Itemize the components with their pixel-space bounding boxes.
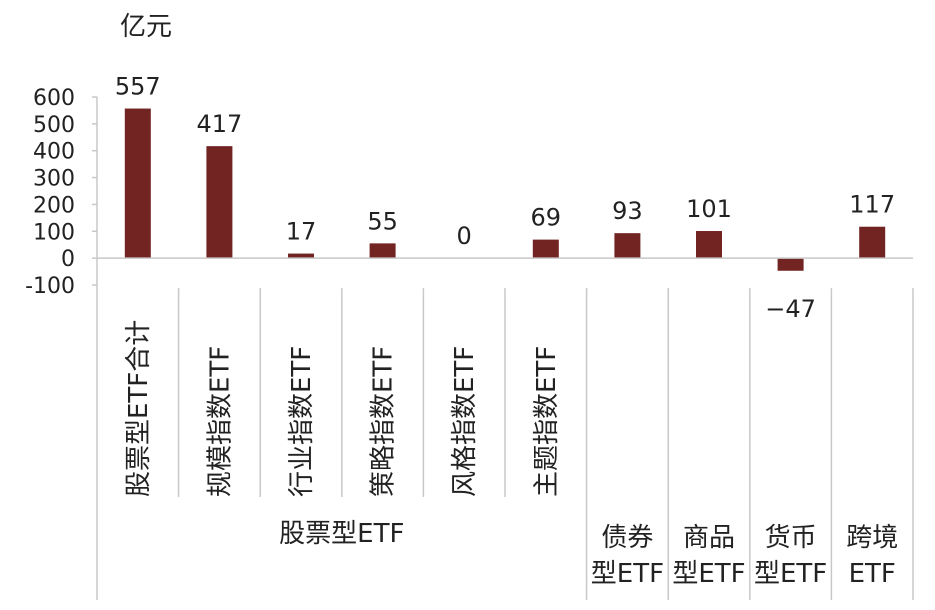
bar [369,243,396,259]
bar [124,108,151,259]
unit-label: 亿元 [120,12,172,42]
bar [614,233,641,259]
data-label: 55 [367,207,398,235]
data-label: −47 [765,295,816,323]
group-label: 股票型ETF [279,519,404,549]
bar [777,258,804,271]
y-tick-label: 500 [33,113,75,138]
x-axis: 股票型ETF合计 规模指数ETF 行业指数ETF 策略指数ETF 风格指数ETF 主题指数… [97,257,914,600]
group-label: 型ETF [672,559,745,589]
group-label: 跨境 [846,523,898,553]
y-tick-label: 400 [33,140,75,165]
group-label: ETF [849,559,896,589]
category-label: 行业指数ETF [287,346,317,497]
y-tick-label: -100 [25,274,75,299]
group-label: 货币 [765,523,817,553]
bar [288,253,314,259]
category-label: 策略指数ETF [369,346,399,497]
data-label: 69 [531,204,562,232]
y-tick-label: 600 [33,86,75,111]
data-label: 0 [457,222,472,250]
bars [124,108,886,271]
y-tick-label: 100 [33,220,75,245]
group-label: 债券 [601,523,653,553]
category-label: 股票型ETF合计 [124,320,154,497]
category-label: 规模指数ETF [205,346,235,497]
y-tick-label: 300 [33,167,75,192]
bar [696,231,722,259]
group-label: 型ETF [754,559,827,589]
group-label: 商品 [683,523,735,553]
category-label: 主题指数ETF [532,346,562,497]
data-label: 117 [849,191,895,219]
data-label: 557 [115,73,161,101]
data-label: 93 [612,197,643,225]
data-label: 417 [196,110,242,138]
data-labels: 557 417 17 55 0 69 93 101 −47 117 [115,73,895,323]
group-label: 型ETF [591,559,664,589]
data-label: 101 [686,195,732,223]
y-tick-label: 0 [61,247,75,272]
bar [206,146,233,259]
bar [532,239,559,259]
data-label: 17 [286,218,317,246]
y-tick-label: 200 [33,193,75,218]
category-label: 风格指数ETF [450,346,480,497]
bar [859,226,886,259]
